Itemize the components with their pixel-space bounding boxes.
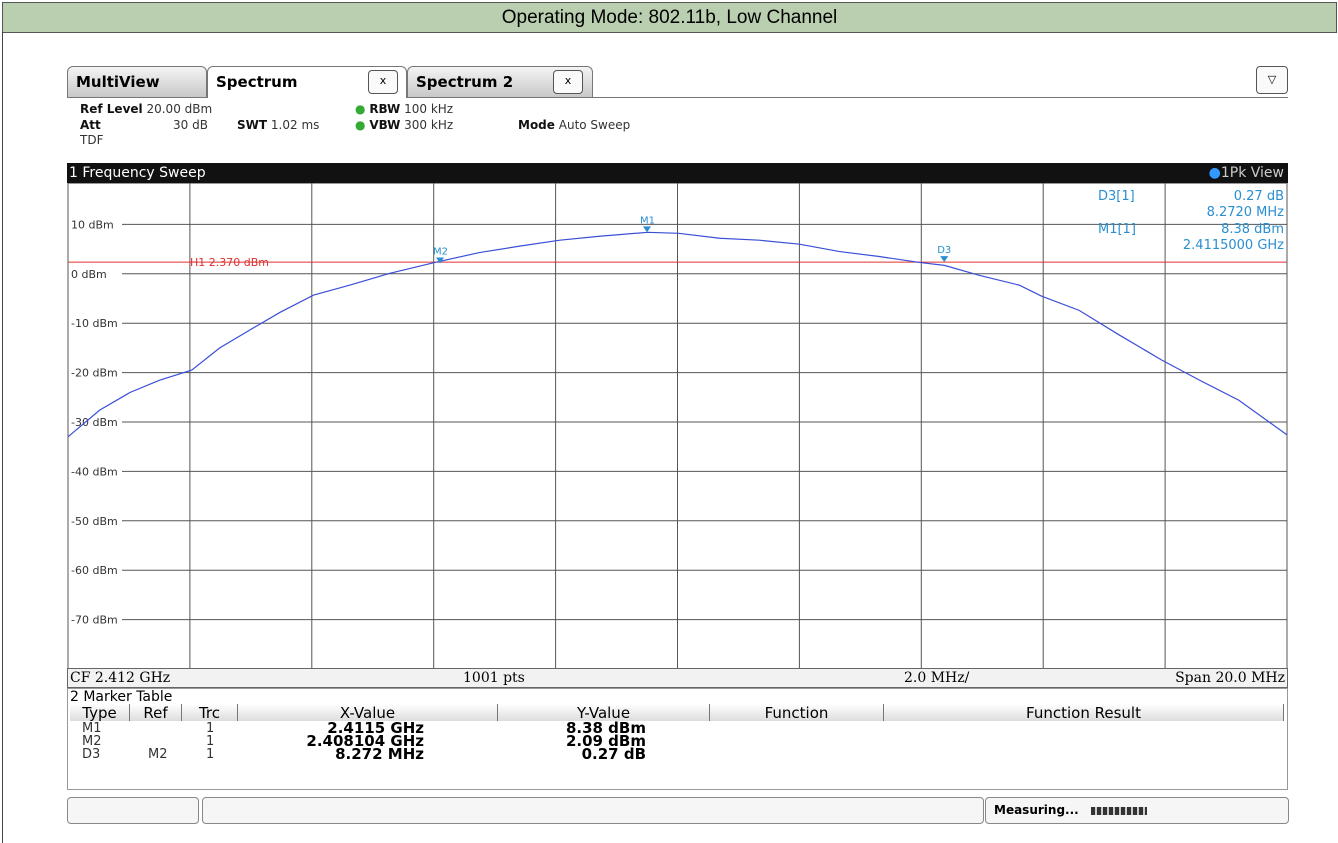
setting: ● VBW 300 kHz: [355, 118, 454, 132]
cell-type: D3: [82, 747, 101, 762]
table-title: 2 Marker Table: [70, 689, 173, 705]
cell-y-value: 2.09 dBm: [565, 732, 646, 750]
label: Att: [80, 118, 101, 132]
setting: Mode Auto Sweep: [518, 118, 630, 132]
label: Ref Level: [80, 102, 143, 116]
close-button[interactable]: x: [553, 70, 583, 94]
setting: SWT 1.02 ms: [237, 118, 319, 132]
table-header: Trc: [182, 704, 238, 722]
y-tick-label: -60 dBm: [71, 564, 118, 577]
setting: ● RBW 100 kHz: [355, 102, 454, 116]
marker-label: M2: [433, 246, 448, 257]
division: 2.0 MHz/: [904, 670, 970, 686]
marker: [643, 226, 652, 233]
tab-line: [593, 97, 1288, 98]
cell-y-value: 8.38 dBm: [565, 719, 646, 737]
table-header: Type: [70, 704, 130, 722]
cell-trc: 1: [206, 734, 215, 749]
status-box: Measuring...: [985, 797, 1289, 824]
setting: Ref Level 20.00 dBm: [80, 102, 212, 116]
y-tick-label: -20 dBm: [71, 367, 118, 380]
y-tick-label: -10 dBm: [71, 317, 118, 330]
marker-info-name: M1[1]: [1098, 222, 1136, 237]
y-tick-label: -70 dBm: [71, 614, 118, 627]
cell-x-value: 8.272 MHz: [335, 745, 424, 763]
label: Mode: [518, 118, 555, 132]
page-title: Operating Mode: 802.11b, Low Channel: [2, 2, 1337, 33]
value: 300 kHz: [404, 118, 454, 132]
label: VBW: [369, 118, 401, 132]
value: Auto Sweep: [558, 118, 631, 132]
table-header: Function Result: [884, 704, 1284, 722]
reference-label: H1 2.370 dBm: [190, 256, 269, 269]
tab-label: Spectrum 2: [416, 73, 514, 91]
tab-label: MultiView: [76, 73, 160, 91]
trace: [67, 231, 1288, 438]
value: 30 dB: [173, 118, 208, 132]
marker-label: M1: [640, 215, 655, 226]
label: RBW: [369, 102, 401, 116]
status-box: [202, 797, 984, 824]
label: SWT: [237, 118, 268, 132]
y-tick-label: -40 dBm: [71, 465, 118, 478]
table-header: Function: [710, 704, 884, 722]
sweep-title: 1 Frequency Sweep: [69, 165, 206, 181]
close-button[interactable]: x: [368, 70, 398, 94]
sweep-bar: 1 Frequency Sweep ●1Pk View: [67, 163, 1288, 183]
menu-button[interactable]: ▽: [1256, 66, 1288, 94]
trace-view-label: 1Pk View: [1220, 165, 1284, 181]
cell-type: M1: [82, 721, 102, 736]
marker-table: 2 Marker Table Type Ref Trc X-Value Y-Value F…: [67, 688, 1288, 790]
marker-info-value: 0.27 dB: [1234, 189, 1284, 204]
table-header: Ref: [130, 704, 182, 722]
span: Span 20.0 MHz: [1175, 670, 1285, 686]
tab-label: Spectrum: [216, 73, 298, 91]
y-tick-label: -30 dBm: [71, 416, 118, 429]
status-text: Measuring...: [994, 803, 1079, 817]
cell-y-value: 0.27 dB: [581, 745, 646, 763]
points: 1001 pts: [463, 670, 525, 686]
y-tick-label: 10 dBm: [71, 218, 114, 231]
value: 1.02 ms: [270, 118, 320, 132]
marker-info-value: 8.38 dBm: [1221, 222, 1284, 237]
marker: [436, 257, 445, 264]
marker: [940, 256, 949, 263]
status-box: [67, 797, 199, 824]
tab[interactable]: MultiView: [67, 66, 207, 98]
marker-info-name: D3[1]: [1098, 189, 1135, 204]
y-tick-label: 0 dBm: [71, 268, 107, 281]
marker-label: D3: [937, 245, 951, 256]
value: TDF: [80, 133, 104, 147]
table-header: Y-Value: [498, 704, 710, 722]
center-frequency: CF 2.412 GHz: [70, 670, 171, 686]
border: [2, 32, 3, 843]
plot-footer: CF 2.412 GHz 1001 pts 2.0 MHz/ Span 20.0…: [67, 668, 1288, 688]
cell-ref: M2: [148, 747, 168, 762]
cell-trc: 1: [206, 747, 215, 762]
cell-x-value: 2.4115 GHz: [327, 719, 424, 737]
marker-info-value: 2.4115000 GHz: [1183, 238, 1284, 253]
value: 100 kHz: [404, 102, 454, 116]
cell-trc: 1: [206, 721, 215, 736]
value: 20.00 dBm: [146, 102, 213, 116]
progress: [1091, 807, 1147, 815]
status-bar: Measuring...: [67, 797, 1289, 824]
setting: Att: [80, 118, 101, 132]
trace-view: ●1Pk View: [1208, 165, 1284, 181]
cell-x-value: 2.408104 GHz: [306, 732, 424, 750]
cell-type: M2: [82, 734, 102, 749]
table-header: X-Value: [238, 704, 498, 722]
y-tick-label: -50 dBm: [71, 515, 118, 528]
marker-info-value: 8.2720 MHz: [1207, 205, 1285, 220]
